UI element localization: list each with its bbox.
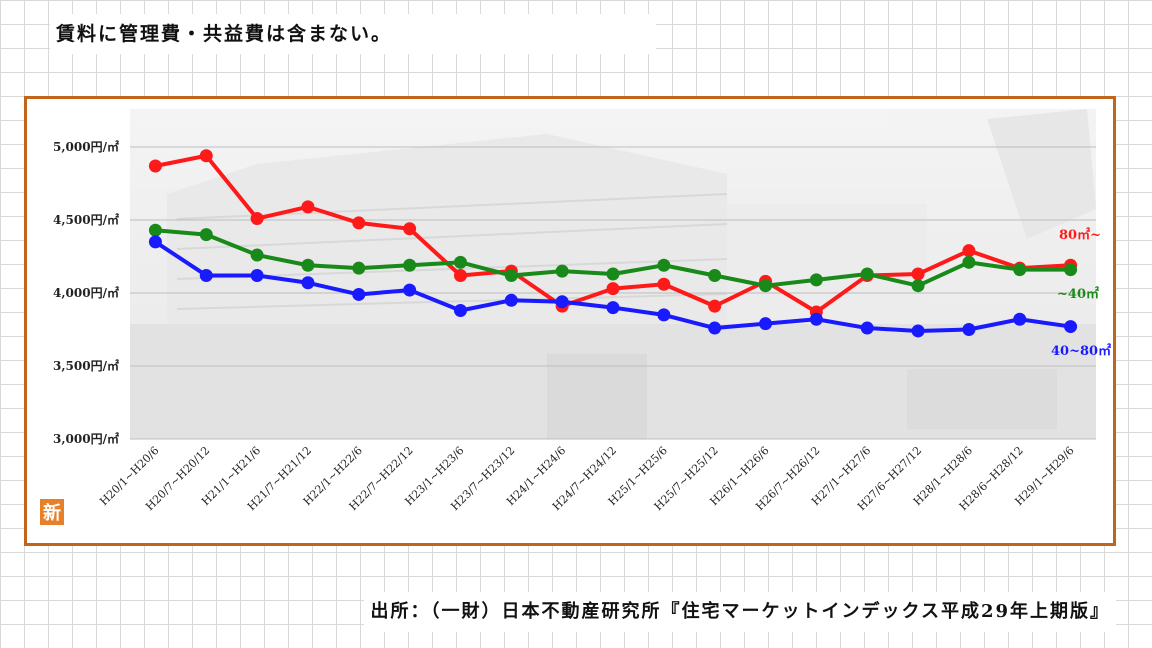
- y-tick-label: 3,000円/㎡: [53, 431, 119, 446]
- data-point: [962, 244, 976, 258]
- data-point: [759, 317, 773, 331]
- data-point: [1013, 263, 1027, 277]
- data-point: [860, 321, 874, 335]
- data-point: [657, 308, 671, 322]
- data-point: [1013, 312, 1027, 326]
- data-point: [352, 216, 366, 230]
- data-point: [708, 321, 722, 335]
- data-point: [301, 258, 315, 272]
- data-point: [148, 223, 162, 237]
- data-point: [148, 235, 162, 249]
- data-point: [504, 293, 518, 307]
- data-source: 出所：（一財）日本不動産研究所『住宅マーケットインデックス平成29年上期版』: [364, 592, 1116, 632]
- data-point: [352, 261, 366, 275]
- data-point: [403, 222, 417, 236]
- data-point: [911, 279, 925, 293]
- new-badge-label: 新: [43, 502, 61, 524]
- data-point: [199, 228, 213, 242]
- series-lines: [148, 149, 1078, 338]
- data-point: [809, 312, 823, 326]
- data-point: [250, 248, 264, 262]
- data-point: [860, 267, 874, 281]
- data-point: [453, 304, 467, 318]
- y-tick-label: 4,500円/㎡: [53, 212, 119, 227]
- rent-note: 賃料に管理費・共益費は含まない。: [50, 14, 656, 54]
- data-point: [606, 282, 620, 296]
- data-point: [1064, 263, 1078, 277]
- data-point: [809, 273, 823, 287]
- data-point: [657, 258, 671, 272]
- data-point: [708, 299, 722, 313]
- data-point: [301, 200, 315, 214]
- data-point: [708, 268, 722, 282]
- data-point: [199, 268, 213, 282]
- background-building-photo: [130, 109, 1096, 439]
- y-axis: 5,000円/㎡ 4,500円/㎡ 4,000円/㎡ 3,500円/㎡ 3,000円/㎡: [53, 139, 119, 446]
- data-point: [962, 323, 976, 336]
- rent-line-chart: 5,000円/㎡ 4,500円/㎡ 4,000円/㎡ 3,500円/㎡ 3,000円/㎡…: [40, 109, 1111, 525]
- data-point: [606, 267, 620, 281]
- series-line: [148, 235, 1078, 338]
- series-label: ~40㎡: [1057, 286, 1099, 302]
- data-point: [199, 149, 213, 163]
- data-point: [555, 295, 569, 309]
- data-point: [606, 301, 620, 315]
- data-point: [403, 283, 417, 297]
- series-label: 40~80㎡: [1051, 343, 1111, 359]
- data-point: [759, 279, 773, 293]
- series-labels: 80㎡~ ~40㎡ 40~80㎡: [1051, 227, 1111, 359]
- data-point: [453, 268, 467, 282]
- data-point: [962, 255, 976, 269]
- data-point: [555, 264, 569, 278]
- data-point: [250, 268, 264, 282]
- data-point: [148, 159, 162, 173]
- y-tick-label: 5,000円/㎡: [53, 139, 119, 154]
- data-point: [250, 212, 264, 226]
- data-point: [352, 287, 366, 301]
- data-point: [657, 277, 671, 291]
- data-point: [504, 268, 518, 282]
- series-label: 80㎡~: [1059, 227, 1101, 243]
- data-point: [1064, 320, 1078, 334]
- data-point: [301, 276, 315, 290]
- data-point: [911, 324, 925, 338]
- y-tick-label: 3,500円/㎡: [53, 358, 119, 373]
- y-tick-label: 4,000円/㎡: [53, 285, 119, 300]
- chart-frame: 5,000円/㎡ 4,500円/㎡ 4,000円/㎡ 3,500円/㎡ 3,000円/㎡…: [24, 96, 1116, 546]
- data-point: [911, 267, 925, 281]
- data-point: [403, 258, 417, 272]
- series-line: [148, 223, 1078, 293]
- x-axis: H20/1~H20/6H20/7~H20/12H21/1~H21/6H21/7~…: [97, 444, 1076, 513]
- new-badge: 新: [40, 499, 64, 525]
- data-point: [453, 255, 467, 269]
